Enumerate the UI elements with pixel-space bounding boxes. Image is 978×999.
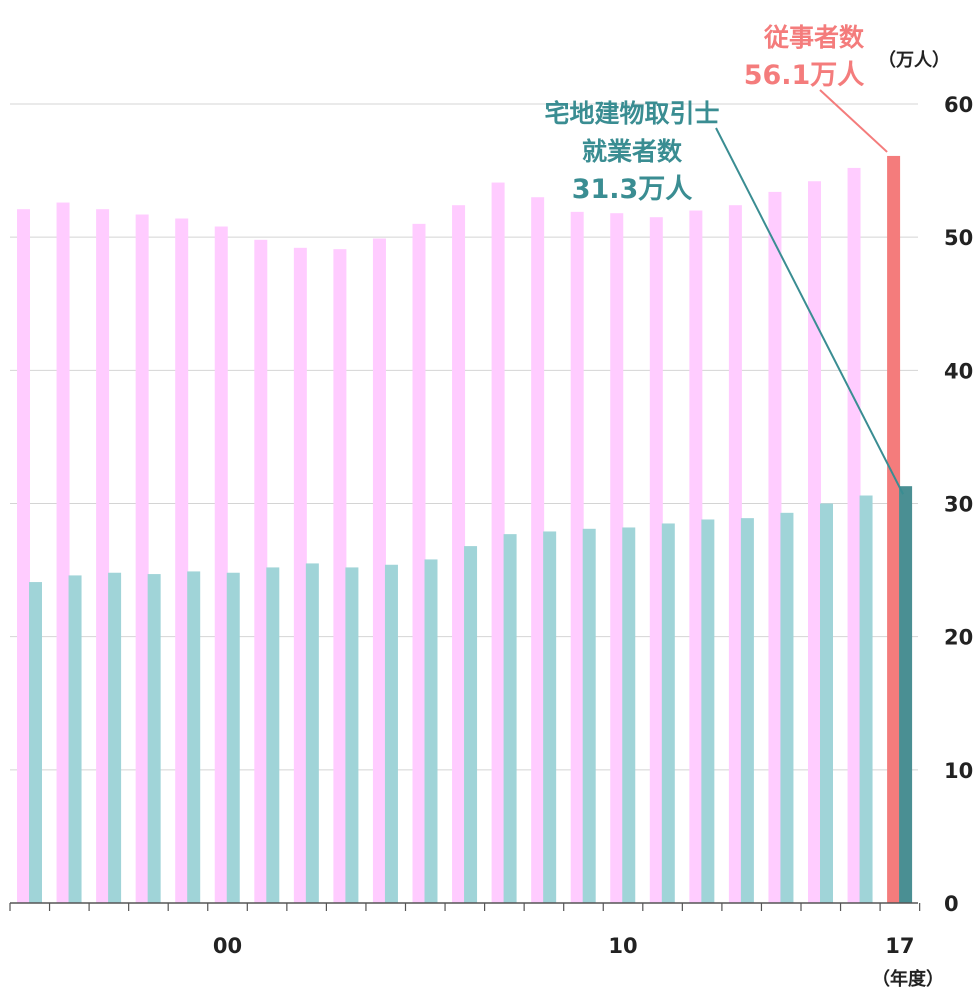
y-tick-label-30: 30	[944, 493, 973, 517]
bar-agents-0	[29, 582, 42, 903]
bar-agents-19	[780, 512, 794, 903]
bar-agents-2	[108, 572, 122, 903]
bar-agents-16	[661, 523, 675, 903]
bar-agents-12	[503, 534, 517, 903]
bar-workers-19	[768, 191, 782, 903]
workers-annotation-label: 従事者数	[763, 23, 865, 52]
bar-agents-5	[226, 572, 240, 903]
bar-agents-15	[622, 527, 636, 903]
bar-agents-6	[266, 567, 280, 903]
x-tick-label-10: 10	[608, 934, 637, 958]
bar-agents-3	[147, 574, 161, 903]
bar-agents-22	[899, 486, 913, 903]
y-tick-label-10: 10	[944, 759, 973, 783]
bar-workers-11	[452, 205, 466, 903]
bar-agents-9	[384, 564, 398, 903]
y-axis-unit: （万人）	[878, 50, 950, 71]
x-tick-label-17: 17	[885, 934, 914, 958]
bar-workers-20	[808, 181, 821, 903]
x-tick-labels: 00 10 17	[213, 934, 915, 958]
bar-workers-2	[96, 209, 110, 903]
annotations: 従事者数 56.1万人 宅地建物取引士 就業者数 31.3万人	[544, 23, 904, 495]
bar-agents-8	[345, 567, 359, 903]
bar-workers-10	[412, 223, 426, 904]
bar-workers-5	[214, 226, 228, 904]
bar-workers-1	[56, 202, 70, 903]
bar-agents-7	[305, 563, 319, 903]
agents-annotation-value: 31.3万人	[572, 174, 693, 205]
bar-workers-0	[17, 209, 30, 903]
bar-agents-11	[464, 546, 478, 903]
bar-agents-20	[820, 503, 833, 903]
bar-workers-18	[728, 205, 742, 903]
bar-workers-9	[372, 238, 386, 903]
y-tick-label-50: 50	[944, 226, 973, 250]
bar-workers-16	[649, 217, 663, 904]
axes	[9, 902, 921, 911]
agents-annotation-label-line1: 宅地建物取引士	[544, 99, 719, 128]
y-tick-label-40: 40	[944, 359, 973, 383]
bar-workers-17	[689, 210, 703, 904]
bar-workers-14	[570, 211, 584, 904]
y-tick-label-0: 0	[944, 892, 959, 916]
bar-workers-3	[135, 214, 149, 904]
x-axis-label: （年度）	[872, 968, 944, 990]
agents-annotation-label-line2: 就業者数	[582, 137, 683, 166]
bars	[17, 155, 913, 904]
bar-agents-10	[424, 559, 438, 903]
workers-leader-line	[819, 89, 888, 153]
bar-agents-17	[701, 519, 715, 903]
y-tick-label-60: 60	[944, 93, 973, 117]
bar-workers-6	[254, 239, 268, 903]
bar-workers-15	[610, 213, 624, 904]
bar-agents-21	[859, 495, 873, 903]
agents-leader-line	[715, 127, 904, 495]
bar-agents-18	[740, 518, 754, 903]
y-tick-labels: 0 10 20 30 40 50 60	[944, 93, 973, 916]
bar-workers-22	[887, 155, 901, 903]
bar-workers-7	[293, 247, 307, 903]
bar-workers-13	[531, 197, 545, 903]
bar-workers-12	[491, 182, 505, 903]
bar-workers-8	[333, 249, 347, 903]
bar-workers-21	[847, 167, 861, 904]
bar-agents-14	[582, 528, 596, 903]
bar-agents-1	[68, 575, 82, 903]
bar-agents-13	[543, 531, 557, 903]
bar-workers-4	[175, 218, 189, 904]
x-tick-label-00: 00	[213, 934, 242, 958]
y-tick-label-20: 20	[944, 626, 973, 650]
bar-agents-4	[187, 571, 201, 903]
workers-annotation-value: 56.1万人	[744, 60, 865, 91]
